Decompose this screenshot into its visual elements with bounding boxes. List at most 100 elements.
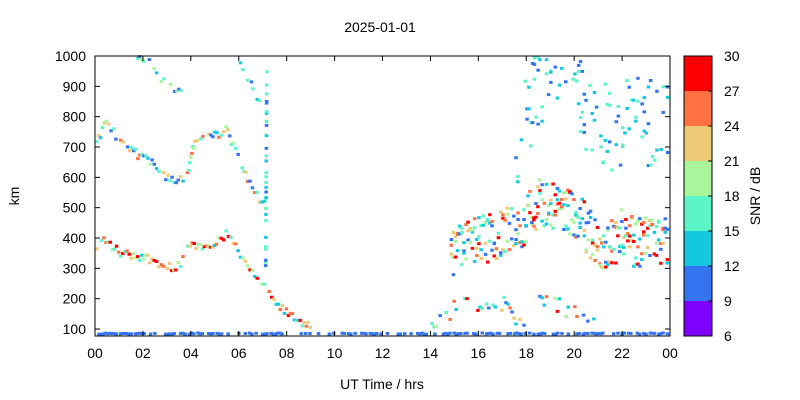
snr-cell <box>506 332 510 336</box>
snr-cell <box>154 167 159 171</box>
snr-cell <box>271 332 276 336</box>
snr-cell <box>138 331 142 335</box>
snr-cell <box>478 305 482 309</box>
snr-cell <box>166 332 170 336</box>
snr-cell <box>422 332 426 336</box>
snr-cell <box>174 181 178 185</box>
snr-cell <box>294 319 299 323</box>
snr-cell <box>207 332 211 335</box>
snr-cell <box>176 261 180 265</box>
snr-cell <box>136 255 140 259</box>
snr-cell <box>595 245 600 249</box>
snr-cell <box>496 231 501 235</box>
snr-cell <box>648 254 652 257</box>
snr-cell <box>486 332 491 335</box>
y-tick-label: 1000 <box>55 48 86 64</box>
snr-cell <box>255 190 259 194</box>
snr-cell <box>491 303 495 307</box>
x-tick-label: 22 <box>614 345 630 361</box>
snr-cell <box>542 332 547 335</box>
snr-cell <box>451 256 456 259</box>
snr-cell <box>264 171 268 175</box>
snr-cell <box>179 331 183 335</box>
snr-cell <box>347 332 351 336</box>
snr-cell <box>534 215 538 219</box>
snr-cell <box>642 230 646 234</box>
snr-cell <box>191 145 195 148</box>
snr-cell <box>99 332 103 336</box>
snr-cell <box>455 231 460 235</box>
snr-cell <box>650 331 655 335</box>
snr-cell <box>127 252 131 256</box>
snr-cell <box>642 96 646 100</box>
snr-cell <box>296 318 301 322</box>
snr-cell <box>578 115 583 119</box>
snr-cell <box>264 247 268 251</box>
snr-cell <box>566 332 571 336</box>
snr-cell <box>514 238 518 241</box>
snr-cell <box>557 201 562 205</box>
snr-cell <box>514 228 518 232</box>
snr-cell <box>536 205 540 209</box>
snr-cell <box>530 121 535 125</box>
snr-cell <box>614 221 618 224</box>
snr-cell <box>532 56 537 60</box>
snr-cell <box>526 194 530 198</box>
snr-cell <box>470 246 475 250</box>
snr-cell <box>265 83 269 87</box>
snr-cell <box>196 242 201 246</box>
snr-cell <box>520 245 524 249</box>
snr-cell <box>135 56 140 60</box>
snr-cell <box>505 212 510 216</box>
snr-cell <box>601 331 605 335</box>
snr-cell <box>168 82 173 86</box>
snr-cell <box>479 223 483 227</box>
snr-cell <box>637 332 642 336</box>
snr-cell <box>661 241 665 245</box>
snr-cell <box>372 332 377 336</box>
snr-cell <box>157 170 161 174</box>
snr-cell <box>505 206 510 210</box>
snr-cell <box>665 85 670 89</box>
snr-cell <box>255 98 259 101</box>
snr-cell <box>638 217 642 221</box>
chart-title: 2025-01-01 <box>344 19 416 35</box>
snr-cell <box>644 216 648 220</box>
colorbar-swatch <box>684 161 712 196</box>
snr-cell <box>553 209 557 213</box>
snr-cell <box>213 130 217 134</box>
snr-cell <box>568 190 572 194</box>
snr-cell <box>557 297 562 301</box>
x-tick-label: 16 <box>471 345 487 361</box>
snr-cell <box>551 213 555 217</box>
snr-cell <box>140 153 144 157</box>
snr-cell <box>580 110 585 114</box>
snr-cell <box>642 233 646 237</box>
snr-cell <box>632 264 636 268</box>
snr-cell <box>342 332 347 335</box>
snr-cell <box>544 295 549 299</box>
snr-cell <box>465 331 469 335</box>
snr-cell <box>624 226 628 230</box>
snr-cell <box>578 226 582 229</box>
snr-cell <box>448 331 452 335</box>
snr-cell <box>488 213 492 217</box>
snr-cell <box>147 58 152 62</box>
y-tick-label: 900 <box>63 78 87 94</box>
snr-cell <box>584 98 588 102</box>
snr-cell <box>620 243 624 247</box>
snr-cell <box>141 59 146 63</box>
snr-cell <box>592 317 596 321</box>
snr-cell <box>150 158 154 162</box>
snr-cell <box>123 250 127 254</box>
snr-cell <box>118 332 123 336</box>
snr-cell <box>507 248 512 252</box>
snr-cell <box>264 111 269 115</box>
snr-cell <box>530 61 535 65</box>
snr-cell <box>370 332 375 336</box>
snr-cell <box>458 224 462 228</box>
snr-cell <box>652 230 657 234</box>
snr-cell <box>264 196 268 199</box>
snr-cell <box>640 252 644 256</box>
